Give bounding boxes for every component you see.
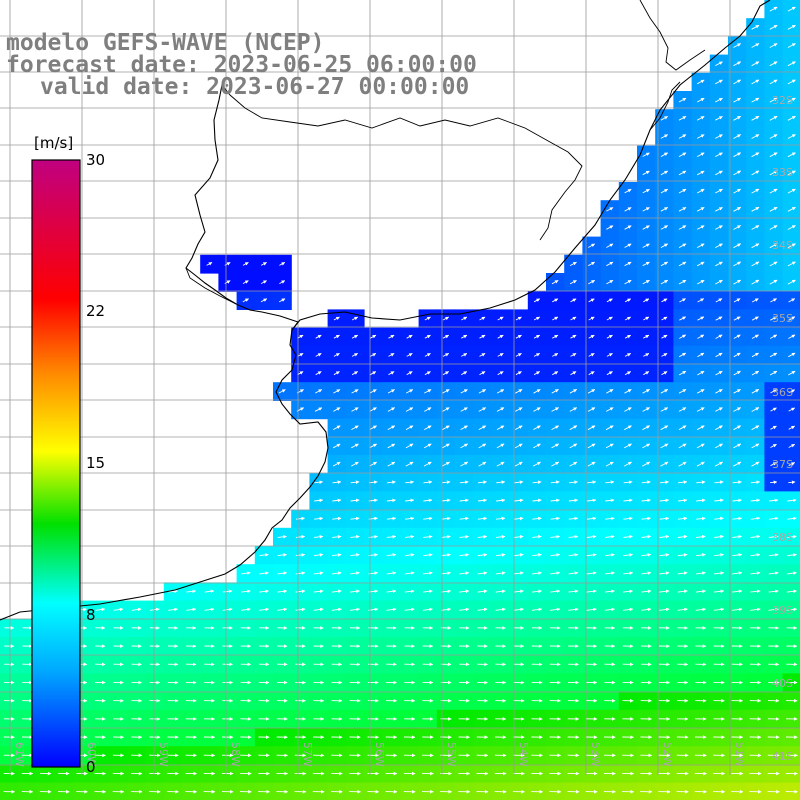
lat-label-32s: 32S xyxy=(772,94,793,107)
lon-label-57w: 57W xyxy=(301,742,314,767)
colorbar-gradient xyxy=(31,159,81,768)
lat-label-34s: 34S xyxy=(772,239,793,252)
lon-label-55w: 55W xyxy=(445,742,458,767)
lat-label-37s: 37S xyxy=(772,458,793,471)
lat-label-38s: 38S xyxy=(772,531,793,544)
colorbar-tick-0: 0 xyxy=(86,758,96,776)
colorbar-tick-15: 15 xyxy=(86,454,105,472)
lat-label-35s: 35S xyxy=(772,312,793,325)
colorbar-tick-8: 8 xyxy=(86,606,96,624)
lon-label-61w: 61W xyxy=(13,742,26,767)
lon-label-53w: 53W xyxy=(589,742,602,767)
colorbar-tick-22: 22 xyxy=(86,302,105,320)
lat-label-33s: 33S xyxy=(772,166,793,179)
colorbar-unit: [m/s] xyxy=(34,134,73,152)
lat-label-41s: 41S xyxy=(772,750,793,763)
colorbar-tick-30: 30 xyxy=(86,151,105,169)
lat-label-40s: 40S xyxy=(772,677,793,690)
lon-label-58w: 58W xyxy=(229,742,242,767)
lon-label-52w: 52W xyxy=(661,742,674,767)
lat-label-39s: 39S xyxy=(772,604,793,617)
valid-date: valid date: 2023-06-27 00:00:00 xyxy=(40,74,470,100)
lon-label-51w: 51W xyxy=(733,742,746,767)
lon-label-56w: 56W xyxy=(373,742,386,767)
lon-label-54w: 54W xyxy=(517,742,530,767)
lat-label-36s: 36S xyxy=(772,386,793,399)
lon-label-59w: 59W xyxy=(157,742,170,767)
